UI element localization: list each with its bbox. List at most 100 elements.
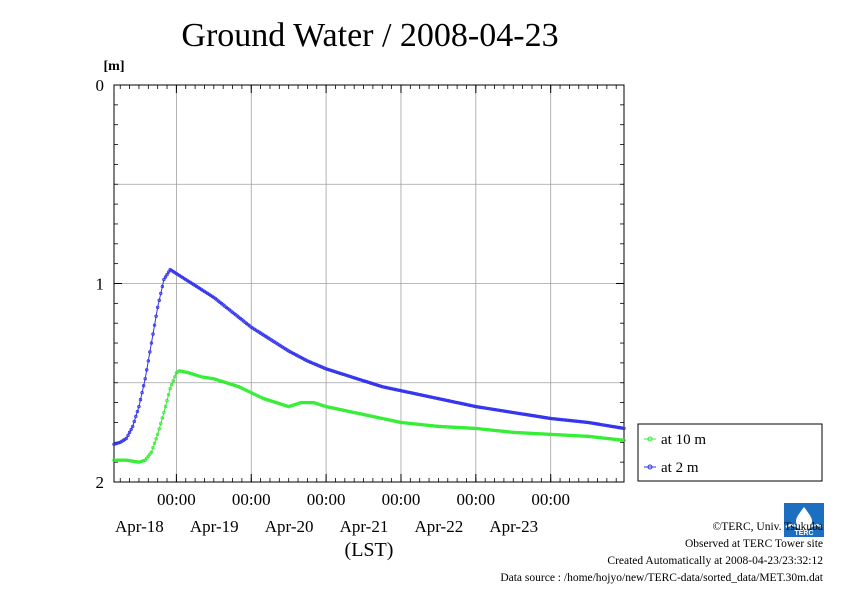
data-point [439, 397, 444, 401]
data-point [357, 377, 361, 381]
data-point [151, 332, 155, 336]
data-point [121, 458, 126, 462]
data-point [382, 417, 386, 421]
data-point [446, 425, 450, 429]
data-point [577, 419, 581, 424]
x-axis-ticks: 00:00 Apr-18 00:00 Apr-19 00:00 Apr-20 00:00 Ap… [115, 85, 617, 536]
data-point [397, 388, 402, 393]
data-point [366, 413, 370, 418]
data-point [399, 420, 403, 425]
data-point [336, 407, 341, 411]
data-point [335, 407, 339, 411]
data-point [556, 417, 561, 422]
data-point [389, 387, 394, 391]
data-point [581, 420, 586, 424]
data-point [510, 410, 514, 414]
data-point [620, 438, 625, 442]
y-tick-label: 1 [96, 275, 105, 294]
data-point [134, 459, 138, 464]
data-point [271, 399, 275, 404]
data-point [587, 434, 592, 439]
data-point [436, 396, 441, 401]
data-point [297, 401, 302, 405]
data-point [570, 419, 575, 423]
data-point [545, 416, 550, 420]
data-point [573, 419, 578, 423]
data-point [391, 387, 395, 391]
data-point [216, 378, 221, 382]
x-tick-time-label: 00:00 [456, 490, 495, 509]
data-point [572, 419, 576, 423]
data-point [488, 407, 492, 411]
data-point [449, 399, 453, 403]
data-point [505, 430, 509, 434]
data-point [555, 417, 559, 421]
data-point [456, 425, 461, 430]
data-point [310, 400, 314, 405]
data-point [341, 372, 345, 377]
data-point [541, 415, 545, 419]
data-point [583, 420, 587, 424]
data-point [160, 284, 165, 289]
data-point [329, 368, 333, 373]
data-point [461, 426, 466, 430]
data-point [327, 368, 331, 372]
data-point [441, 424, 445, 429]
data-point [474, 426, 478, 431]
data-point [516, 430, 520, 435]
x-tick-time-label: 00:00 [531, 490, 570, 509]
data-point [474, 404, 478, 409]
data-point [129, 427, 133, 432]
data-point [544, 432, 548, 436]
data-point [378, 384, 383, 388]
data-point [481, 406, 486, 410]
data-point [157, 298, 161, 303]
data-point [358, 378, 363, 382]
data-point [208, 376, 213, 380]
data-point [548, 432, 553, 437]
data-point [520, 431, 525, 435]
data-point [492, 428, 497, 433]
data-point [205, 376, 210, 380]
data-point [583, 434, 587, 438]
data-point [485, 427, 489, 432]
data-point [266, 398, 271, 402]
data-point [357, 411, 361, 416]
data-point [539, 432, 544, 436]
data-point [436, 424, 441, 429]
data-point [138, 459, 143, 464]
data-point [592, 435, 597, 439]
data-point [201, 375, 205, 379]
data-point [124, 436, 129, 441]
data-point [396, 420, 400, 424]
data-point [609, 437, 614, 441]
data-point [293, 402, 297, 407]
data-point [542, 432, 547, 436]
water-drop-icon [796, 507, 812, 529]
data-point [145, 456, 149, 460]
data-point [132, 459, 136, 464]
data-point [330, 369, 335, 373]
data-point [472, 426, 476, 431]
data-point [616, 425, 620, 430]
data-point [483, 427, 487, 432]
data-point [137, 460, 141, 464]
data-point [366, 380, 370, 384]
data-point [162, 410, 166, 415]
data-point [603, 423, 607, 427]
data-point [489, 428, 494, 432]
y-axis-unit-label: [m] [104, 59, 125, 74]
legend-label: at 10 m [661, 432, 706, 448]
data-point [558, 433, 562, 437]
data-point [510, 430, 514, 434]
data-point [522, 431, 526, 435]
data-point [113, 458, 118, 462]
data-point [157, 427, 161, 431]
data-point [355, 377, 360, 381]
data-point [553, 432, 558, 437]
data-point [566, 418, 570, 422]
x-tick-time-label: 00:00 [157, 490, 196, 509]
data-point [154, 437, 158, 441]
data-point [497, 408, 501, 412]
data-point [416, 422, 420, 426]
